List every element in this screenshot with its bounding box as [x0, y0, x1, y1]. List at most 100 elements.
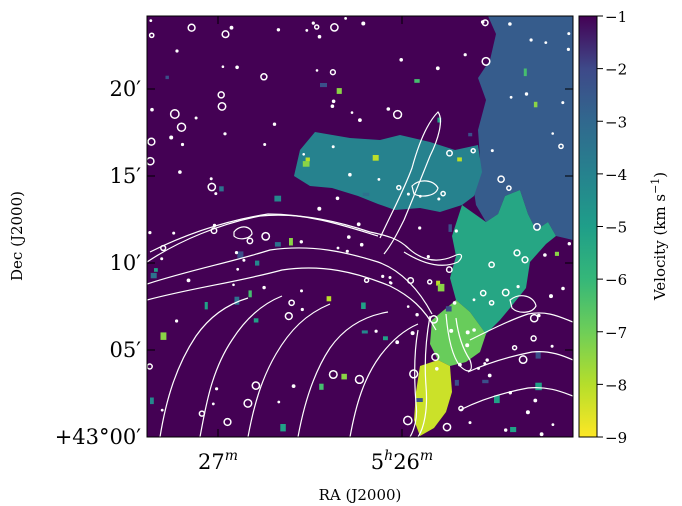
star-marker	[209, 177, 213, 181]
star-marker	[452, 301, 457, 305]
colorbar-label: Velocity (km s−1)	[649, 172, 669, 301]
star-marker	[305, 29, 309, 32]
velocity-region-north-east	[472, 16, 573, 240]
star-marker	[150, 107, 154, 112]
star-marker	[470, 147, 476, 154]
star-marker	[530, 335, 537, 342]
star-marker	[501, 288, 510, 297]
star-marker	[186, 278, 191, 283]
velocity-speckle	[361, 330, 368, 334]
velocity-speckle	[445, 306, 452, 312]
contour-east-1	[469, 312, 573, 341]
star-marker	[148, 32, 155, 39]
star-marker	[336, 246, 340, 250]
star-marker	[533, 222, 541, 231]
velocity-speckle	[305, 157, 310, 162]
star-marker	[479, 289, 487, 297]
colorbar-tick-label-2: −3	[605, 113, 627, 131]
star-marker	[431, 352, 440, 362]
y-tick-label-3: 05′	[110, 338, 142, 362]
star-marker	[217, 91, 225, 99]
star-marker	[210, 227, 218, 235]
velocity-speckle	[437, 283, 445, 292]
star-marker	[221, 65, 225, 68]
star-marker	[472, 328, 476, 332]
star-marker	[291, 384, 296, 388]
star-marker	[211, 402, 215, 406]
velocity-speckle	[302, 161, 310, 167]
velocity-speckle	[234, 296, 240, 305]
contour-south-2	[247, 303, 331, 437]
star-marker	[388, 281, 392, 284]
star-marker	[537, 313, 541, 318]
velocity-speckle	[274, 242, 281, 247]
star-marker	[396, 184, 402, 191]
star-marker	[504, 428, 508, 432]
velocity-speckle	[454, 379, 459, 386]
y-tick-labels: 20′ 15′ 10′ 05′ +43°00′	[55, 77, 142, 449]
star-marker	[567, 242, 571, 246]
star-marker	[483, 362, 487, 366]
star-marker	[508, 22, 512, 26]
star-marker	[198, 410, 206, 417]
velocity-speckle	[362, 192, 370, 197]
star-marker	[251, 381, 261, 390]
colorbar	[578, 15, 598, 438]
star-marker	[516, 285, 520, 289]
star-marker	[454, 229, 458, 233]
star-marker	[377, 178, 381, 181]
star-marker	[169, 109, 180, 119]
star-marker	[551, 132, 554, 135]
star-marker	[407, 276, 415, 285]
star-marker	[358, 118, 362, 122]
star-marker	[449, 328, 454, 333]
star-marker	[335, 196, 340, 201]
star-marker	[435, 367, 439, 371]
star-marker	[263, 143, 267, 146]
velocity-speckle	[437, 117, 442, 123]
star-marker	[426, 255, 430, 259]
contour-arm-north	[379, 111, 442, 255]
contour-arm-east	[403, 245, 463, 266]
star-marker	[260, 73, 268, 81]
star-marker	[445, 266, 453, 274]
map-frame	[146, 15, 574, 438]
star-marker	[160, 257, 164, 261]
star-marker	[330, 104, 335, 108]
star-marker	[437, 197, 441, 201]
star-marker	[302, 153, 306, 156]
star-marker	[359, 242, 364, 247]
colorbar-tick-label-6: −7	[605, 324, 627, 342]
star-marker	[194, 116, 198, 120]
star-marker	[513, 249, 521, 257]
star-marker	[300, 289, 303, 293]
star-marker	[435, 66, 440, 71]
star-marker	[236, 267, 240, 271]
velocity-speckle	[154, 268, 158, 272]
star-marker	[329, 69, 337, 76]
star-marker	[529, 313, 539, 323]
velocity-speckle	[341, 373, 347, 380]
contour-ridge-outer	[147, 267, 437, 331]
colorbar-tick-label-5: −6	[605, 271, 627, 289]
colorbar-tick-label-0: −1	[605, 8, 627, 26]
star-marker	[175, 49, 179, 53]
contour-east-3	[459, 387, 573, 411]
star-marker	[315, 69, 319, 72]
star-marker	[242, 258, 246, 262]
colorbar-tick-label-1: −2	[605, 61, 627, 79]
star-marker	[187, 23, 196, 32]
star-marker	[223, 417, 232, 427]
y-axis-label: Dec (J2000)	[8, 191, 26, 281]
contour-south-1	[199, 295, 283, 437]
velocity-speckle	[289, 238, 293, 246]
star-marker	[485, 358, 489, 362]
star-marker	[149, 19, 153, 22]
star-marker	[567, 32, 571, 36]
velocity-speckle	[255, 260, 260, 266]
star-marker	[234, 251, 239, 255]
star-marker	[223, 132, 227, 136]
velocity-speckle	[150, 272, 157, 279]
velocity-speckle	[510, 427, 517, 433]
contour-ring	[411, 180, 439, 197]
